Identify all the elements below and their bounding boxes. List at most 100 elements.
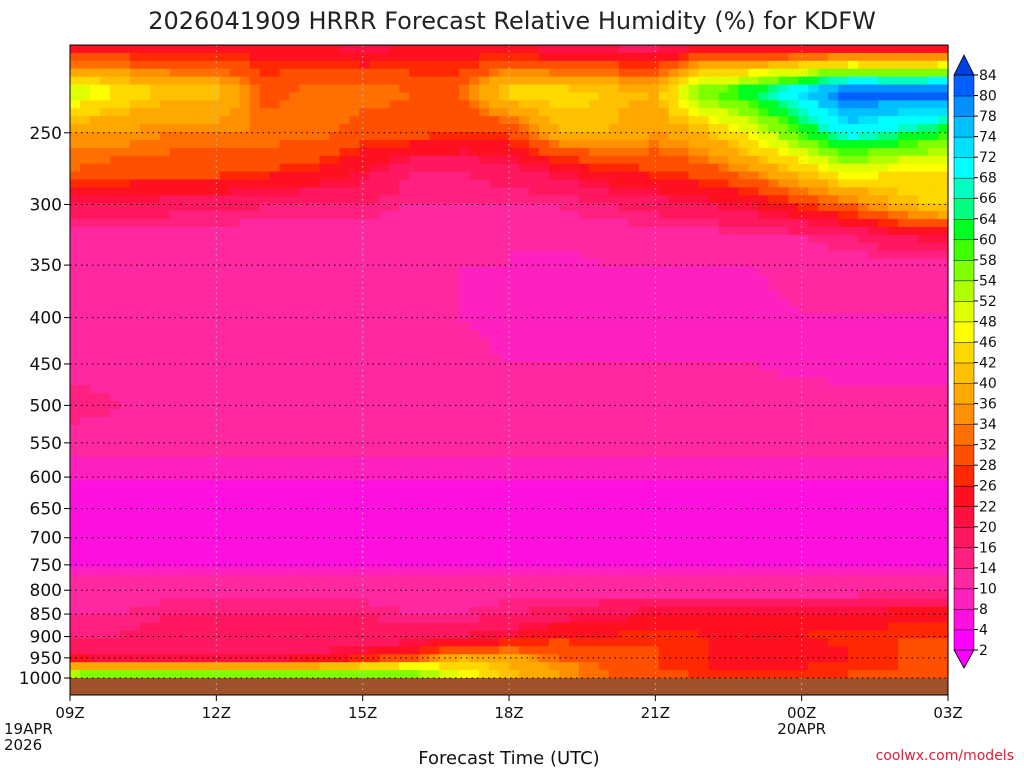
heatmap-cell [99, 464, 111, 473]
heatmap-cell [509, 124, 520, 133]
heatmap-cell [439, 203, 450, 212]
heatmap-cell [189, 345, 201, 355]
heatmap-cell [149, 108, 161, 117]
heatmap-cell [658, 250, 670, 260]
heatmap-cell [678, 219, 690, 228]
heatmap-cell [429, 234, 440, 244]
heatmap-cell [558, 195, 570, 204]
heatmap-cell [718, 163, 730, 173]
heatmap-cell [449, 163, 460, 173]
heatmap-cell [259, 464, 271, 473]
heatmap-cell [628, 282, 640, 291]
heatmap-cell [79, 163, 91, 173]
heatmap-cell [249, 282, 261, 291]
heatmap-cell [229, 60, 241, 70]
heatmap-cell [698, 258, 710, 268]
heatmap-cell [768, 416, 779, 426]
heatmap-cell [199, 472, 211, 481]
heatmap-cell [828, 472, 839, 481]
heatmap-cell [409, 480, 420, 489]
heatmap-cell [528, 187, 540, 196]
heatmap-cell [459, 440, 470, 450]
heatmap-cell [678, 345, 690, 355]
heatmap-cell [888, 298, 899, 307]
heatmap-cell [419, 45, 430, 54]
heatmap-cell [798, 139, 809, 149]
heatmap-cell [678, 179, 690, 189]
heatmap-cell [449, 76, 460, 86]
heatmap-cell [339, 116, 350, 125]
heatmap-cell [70, 76, 81, 86]
heatmap-cell [548, 100, 560, 109]
heatmap-cell [628, 84, 640, 94]
heatmap-cell [329, 45, 340, 54]
heatmap-cell [419, 329, 430, 339]
heatmap-cell [808, 432, 819, 442]
heatmap-cell [728, 147, 740, 157]
heatmap-cell [788, 84, 799, 94]
heatmap-cell [309, 219, 321, 228]
heatmap-cell [179, 321, 191, 331]
heatmap-cell [439, 76, 450, 86]
heatmap-cell [99, 290, 111, 299]
heatmap-cell [249, 416, 261, 426]
heatmap-cell [409, 377, 420, 386]
heatmap-cell [558, 258, 570, 268]
heatmap-cell [938, 163, 949, 173]
heatmap-cell [89, 195, 101, 204]
heatmap-cell [339, 76, 350, 86]
heatmap-cell [79, 274, 91, 283]
heatmap-cell [439, 408, 450, 418]
heatmap-cell [189, 393, 201, 402]
heatmap-cell [748, 314, 760, 323]
heatmap-cell [868, 361, 879, 371]
heatmap-cell [359, 52, 370, 62]
heatmap-cell [489, 266, 500, 276]
heatmap-cell [109, 472, 121, 481]
heatmap-cell [838, 345, 849, 355]
heatmap-cell [878, 353, 889, 363]
heatmap-cell [598, 393, 610, 402]
heatmap-cell [159, 147, 171, 157]
heatmap-cell [688, 424, 700, 434]
heatmap-cell [758, 329, 770, 339]
heatmap-cell [399, 187, 410, 196]
heatmap-cell [489, 464, 500, 473]
heatmap-cell [678, 124, 690, 133]
heatmap-cell [319, 480, 331, 489]
heatmap-cell [139, 68, 151, 78]
heatmap-cell [129, 314, 141, 323]
heatmap-cell [479, 203, 490, 212]
heatmap-cell [588, 171, 600, 181]
heatmap-cell [209, 234, 221, 244]
heatmap-cell [748, 464, 760, 473]
heatmap-cell [339, 274, 350, 283]
heatmap-cell [369, 147, 380, 157]
heatmap-cell [788, 203, 799, 212]
heatmap-cell [119, 314, 131, 323]
heatmap-cell [868, 52, 879, 62]
heatmap-cell [598, 132, 610, 141]
heatmap-cell [189, 369, 201, 378]
heatmap-cell [429, 432, 440, 442]
heatmap-cell [888, 163, 899, 173]
heatmap-cell [369, 329, 380, 339]
heatmap-cell [329, 440, 340, 450]
heatmap-cell [908, 480, 919, 489]
heatmap-cell [449, 448, 460, 458]
heatmap-cell [798, 290, 809, 299]
heatmap-cell [149, 353, 161, 363]
heatmap-cell [419, 132, 430, 141]
heatmap-cell [89, 139, 101, 149]
heatmap-cell [439, 377, 450, 386]
heatmap-cell [808, 448, 819, 458]
heatmap-cell [628, 408, 640, 418]
heatmap-cell [459, 361, 470, 371]
heatmap-cell [279, 464, 291, 473]
heatmap-cell [648, 100, 660, 109]
heatmap-cell [359, 274, 370, 283]
heatmap-cell [159, 401, 171, 410]
heatmap-cell [688, 401, 700, 410]
heatmap-cell [758, 408, 770, 418]
heatmap-cell [908, 132, 919, 141]
